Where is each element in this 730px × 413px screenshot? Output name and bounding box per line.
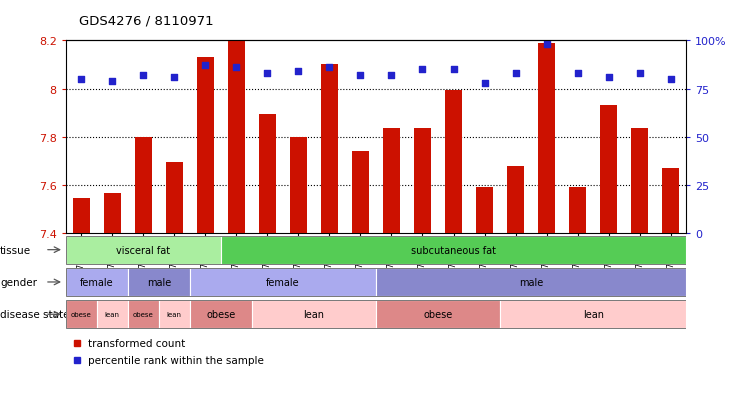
Point (75, 76, 87, 83)
Point (231, 65, 242, 71)
Text: male: male (519, 277, 543, 287)
Text: male: male (147, 277, 171, 287)
Text: female: female (80, 277, 114, 287)
Bar (73, 199, 90, 233)
Text: obese: obese (423, 309, 453, 320)
Point (510, 71, 521, 77)
Point (169, 74, 180, 81)
Point (603, 74, 615, 81)
Bar (445, 90, 462, 233)
Bar (376, 268, 686, 296)
Bar (135, 138, 152, 233)
Bar (220, 236, 686, 264)
Bar (190, 268, 376, 296)
Text: percentile rank within the sample: percentile rank within the sample (88, 355, 264, 365)
Point (634, 71, 645, 77)
Bar (128, 268, 190, 296)
Bar (662, 169, 679, 233)
Bar (500, 301, 686, 328)
Point (199, 63, 211, 69)
Text: visceral fat: visceral fat (116, 245, 170, 255)
Text: obese: obese (133, 311, 153, 318)
Point (385, 73, 397, 79)
Text: obese: obese (71, 311, 91, 318)
Point (323, 65, 335, 71)
Bar (166, 163, 182, 233)
Point (261, 71, 273, 77)
Text: subcutaneous fat: subcutaneous fat (411, 245, 496, 255)
Point (293, 69, 304, 75)
Bar (569, 188, 586, 233)
Bar (476, 188, 493, 233)
Bar (128, 301, 159, 328)
Bar (290, 138, 307, 233)
Bar (321, 65, 338, 233)
Text: obese: obese (206, 309, 236, 320)
Bar (66, 236, 220, 264)
Bar (96, 301, 128, 328)
Text: GDS4276 / 8110971: GDS4276 / 8110971 (79, 14, 213, 27)
Text: lean: lean (583, 309, 604, 320)
Bar (228, 41, 245, 233)
Text: transformed count: transformed count (88, 338, 185, 348)
Bar (190, 301, 252, 328)
Text: tissue: tissue (0, 245, 31, 255)
Bar (538, 44, 555, 233)
Bar (352, 152, 369, 233)
Bar (197, 58, 214, 233)
Text: lean: lean (166, 311, 182, 318)
Bar (414, 129, 431, 233)
Bar (104, 194, 120, 233)
Bar (631, 129, 648, 233)
Bar (252, 301, 376, 328)
Text: female: female (266, 277, 300, 287)
Point (541, 42, 553, 48)
Text: gender: gender (0, 277, 37, 287)
Bar (507, 166, 524, 233)
Point (137, 73, 149, 79)
Text: lean: lean (104, 311, 120, 318)
Bar (600, 106, 617, 233)
Point (417, 67, 429, 74)
Bar (376, 301, 500, 328)
Text: disease state: disease state (0, 309, 69, 320)
Point (107, 78, 118, 85)
Point (447, 67, 459, 74)
Bar (259, 114, 276, 233)
Bar (158, 301, 190, 328)
Point (572, 71, 583, 77)
Text: lean: lean (304, 309, 324, 320)
Point (665, 76, 677, 83)
Bar (66, 268, 128, 296)
Point (355, 73, 366, 79)
Bar (66, 301, 96, 328)
Bar (383, 129, 400, 233)
Point (479, 80, 491, 87)
